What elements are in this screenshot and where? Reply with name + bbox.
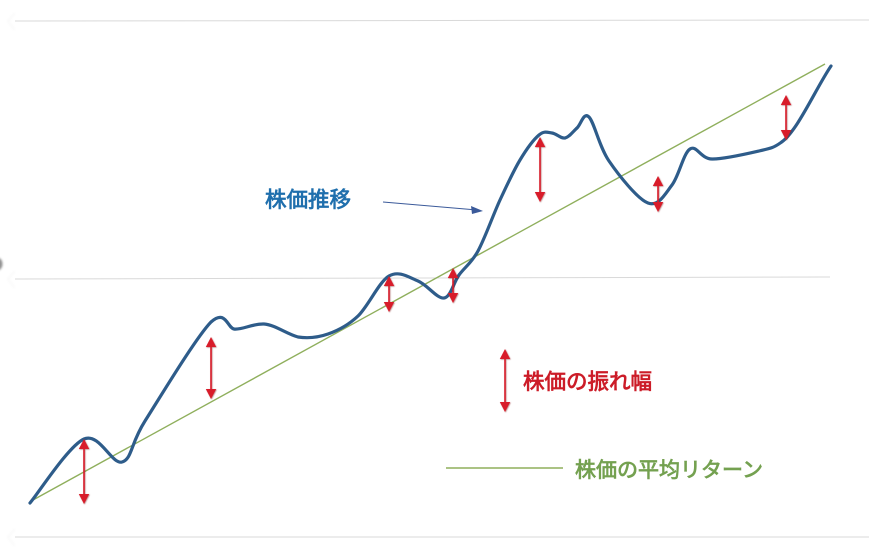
svg-text:株価の振れ幅: 株価の振れ幅	[523, 370, 652, 394]
svg-text:株価推移: 株価推移	[265, 187, 352, 212]
svg-text:株価の平均リターン: 株価の平均リターン	[575, 458, 763, 482]
